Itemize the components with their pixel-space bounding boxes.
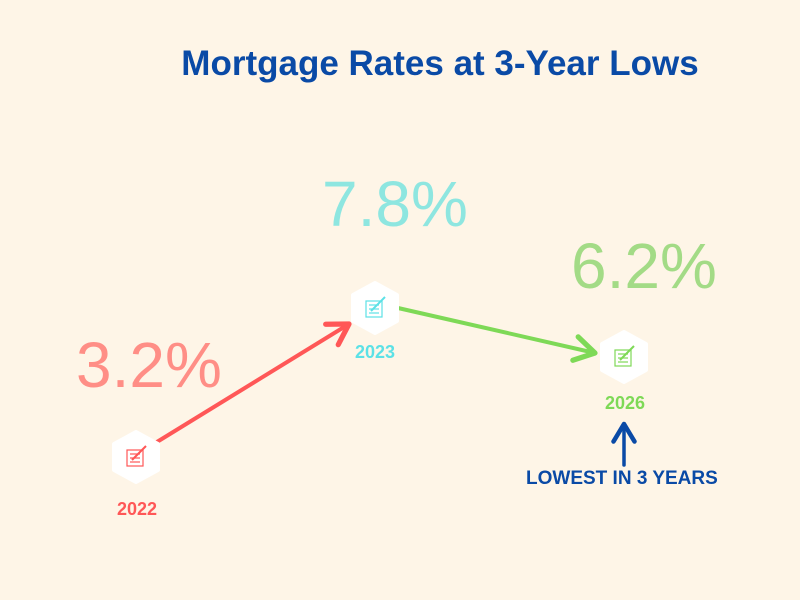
page-title: Mortgage Rates at 3-Year Lows — [181, 44, 699, 83]
document-edit-icon — [614, 345, 635, 367]
node-2023 — [351, 281, 399, 335]
year-2026: 2026 — [604, 393, 646, 413]
document-edit-icon — [365, 296, 386, 318]
arrow-2023-to-2026 — [396, 306, 598, 363]
rate-2022: 3.2% — [76, 329, 222, 401]
rate-2023: 7.8% — [322, 168, 468, 240]
node-2026 — [600, 330, 648, 384]
year-2022: 2022 — [116, 499, 158, 519]
rate-2026: 6.2% — [571, 230, 717, 302]
year-2023: 2023 — [354, 342, 396, 362]
annotation-lowest: LOWEST IN 3 YEARS — [526, 468, 718, 489]
node-2022 — [112, 430, 160, 484]
arrow-2022-to-2023 — [150, 321, 352, 447]
document-edit-icon — [126, 445, 147, 467]
